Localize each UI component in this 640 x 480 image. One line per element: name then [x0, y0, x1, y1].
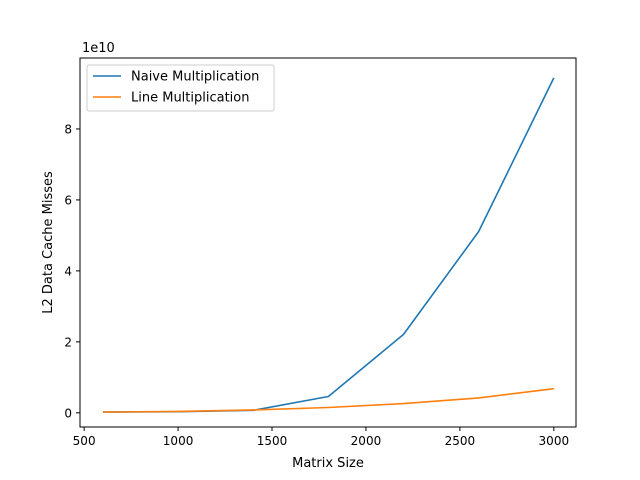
x-tick-label: 2000: [351, 434, 382, 448]
x-axis-label: Matrix Size: [292, 456, 364, 471]
legend-label-1: Line Multiplication: [131, 91, 250, 106]
y-tick-label: 2: [64, 335, 72, 349]
series-line-1: [102, 387, 554, 413]
x-tick-label: 500: [73, 434, 96, 448]
x-axis: 500 1000 1500 2000 2500 3000: [73, 427, 569, 448]
legend-box: [86, 64, 275, 112]
x-tick-label: 2500: [445, 434, 476, 448]
plot-lines: [102, 77, 555, 413]
y-tick-label: 8: [64, 122, 72, 136]
plot-frame: [79, 57, 577, 428]
x-tick-label: 1000: [163, 434, 194, 448]
legend: Naive Multiplication Line Multiplication: [86, 64, 275, 112]
y-scale-label: 1e10: [82, 41, 115, 56]
x-tick-label: 1500: [257, 434, 288, 448]
y-axis-label: L2 Data Cache Misses: [41, 171, 56, 314]
y-tick-label: 6: [64, 193, 72, 207]
y-axis: 0 2 4 6 8: [64, 122, 80, 420]
y-tick-label: 4: [64, 264, 72, 278]
y-tick-label: 0: [64, 406, 72, 420]
x-tick-label: 3000: [539, 434, 570, 448]
legend-label-0: Naive Multiplication: [131, 70, 259, 85]
